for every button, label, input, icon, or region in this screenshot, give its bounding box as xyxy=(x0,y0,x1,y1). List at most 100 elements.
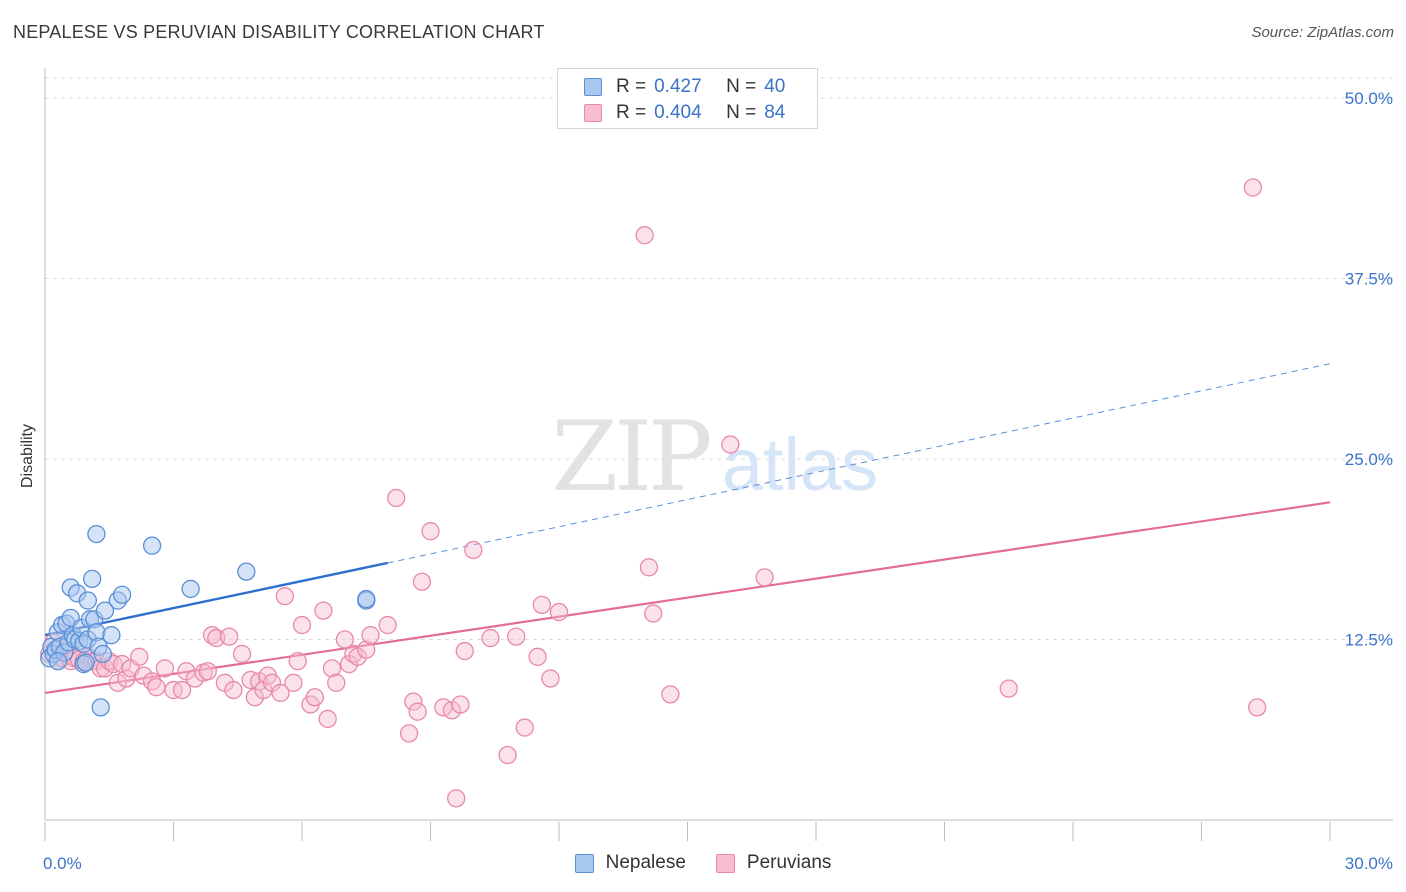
legend-row-nepalese: R = 0.427 N = 40 xyxy=(584,76,785,98)
x-tick-label: 0.0% xyxy=(43,854,82,873)
watermark-zip: ZIP xyxy=(551,401,710,513)
peruvian-point xyxy=(1248,698,1267,717)
nepalese-point xyxy=(87,524,106,544)
grid-layer xyxy=(45,77,1393,640)
nepalese-point xyxy=(142,536,162,555)
points-layer xyxy=(40,178,1267,808)
peruvian-point xyxy=(292,615,312,635)
n-label: N = xyxy=(726,76,757,97)
peruvian-point xyxy=(284,673,303,692)
nepalese-point xyxy=(95,601,115,620)
peruvian-point xyxy=(644,604,663,623)
peruvian-point xyxy=(447,789,466,808)
tick-label-layer: 12.5% 25.0% 37.5% 50.0% 0.0% 30.0% xyxy=(43,89,1393,873)
peruvians-swatch xyxy=(715,853,735,873)
peruvian-point xyxy=(112,654,132,674)
peruvian-point xyxy=(198,662,217,681)
r-label: R = xyxy=(616,76,647,97)
legend-item-peruvians[interactable]: Peruvians xyxy=(715,852,832,874)
peruvian-point xyxy=(220,627,239,646)
nepalese-swatch xyxy=(584,78,602,96)
x-tick-label: 30.0% xyxy=(1345,854,1393,873)
peruvian-point xyxy=(515,718,534,737)
nepalese-point xyxy=(91,698,110,717)
nepalese-point xyxy=(82,569,102,589)
chart-title: NEPALESE VS PERUVIAN DISABILITY CORRELAT… xyxy=(13,22,545,42)
peruvian-point xyxy=(399,724,419,743)
peruvian-point xyxy=(635,226,654,245)
peruvian-point xyxy=(481,628,500,648)
n-value: 84 xyxy=(764,102,786,123)
nepalese-point xyxy=(181,579,200,599)
n-value: 40 xyxy=(764,76,786,97)
peruvian-point xyxy=(327,673,346,692)
peruvian-point xyxy=(507,627,526,646)
peruvian-point xyxy=(421,522,440,541)
peruvian-point xyxy=(721,435,740,454)
legend-label-peruvians: Peruvians xyxy=(746,852,832,873)
legend-row-peruvians: R = 0.404 N = 84 xyxy=(584,102,785,124)
nepalese-point xyxy=(102,626,121,645)
nepalese-point xyxy=(237,562,256,581)
legend-item-nepalese[interactable]: Nepalese xyxy=(574,852,686,874)
peruvian-point xyxy=(532,595,552,614)
correlation-legend: R = 0.427 N = 40 R = 0.404 N = 84 xyxy=(557,68,818,129)
peruvian-point xyxy=(232,644,252,664)
legend-label-nepalese: Nepalese xyxy=(605,852,686,873)
peruvian-point xyxy=(361,626,380,645)
axis-layer xyxy=(44,68,1393,841)
r-label: R = xyxy=(616,102,647,123)
nepalese-point xyxy=(357,589,376,609)
peruvian-point xyxy=(130,647,149,666)
y-tick-label: 37.5% xyxy=(1345,270,1393,289)
r-value: 0.427 xyxy=(654,76,702,97)
peruvians-trend-line xyxy=(44,501,1331,695)
nepalese-swatch xyxy=(574,853,594,873)
nepalese-point xyxy=(48,652,67,671)
peruvian-point xyxy=(755,568,774,587)
peruvian-point xyxy=(541,669,560,688)
nepalese-point xyxy=(78,591,97,610)
peruvian-point xyxy=(408,702,427,721)
peruvian-point xyxy=(288,652,307,671)
peruvian-point xyxy=(172,680,192,700)
peruvian-point xyxy=(357,640,376,659)
series-legend: Nepalese Peruvians xyxy=(0,852,1406,874)
r-value: 0.404 xyxy=(654,102,702,123)
peruvian-point xyxy=(639,558,659,577)
peruvian-point xyxy=(404,692,423,711)
y-tick-label: 50.0% xyxy=(1345,89,1393,108)
peruvian-point xyxy=(528,647,547,666)
y-tick-label: 12.5% xyxy=(1345,631,1393,650)
peruvian-point xyxy=(451,695,470,714)
peruvian-point xyxy=(271,683,290,703)
peruvian-point xyxy=(108,673,127,692)
nepalese-point xyxy=(112,585,132,604)
peruvian-point xyxy=(305,688,325,707)
peruvian-point xyxy=(1243,178,1263,197)
watermark: ZIP atlas xyxy=(551,401,878,513)
peruvian-point xyxy=(464,540,483,560)
peruvian-point xyxy=(549,602,569,622)
peruvian-point xyxy=(412,572,432,591)
nepalese-point xyxy=(93,644,112,664)
peruvians-swatch xyxy=(584,104,602,122)
peruvian-point xyxy=(147,678,166,697)
peruvian-point xyxy=(999,679,1018,698)
peruvian-point xyxy=(335,630,354,649)
nepalese-point xyxy=(76,653,95,672)
peruvian-point xyxy=(155,659,175,678)
n-label: N = xyxy=(726,102,757,123)
peruvian-point xyxy=(455,641,474,661)
peruvian-point xyxy=(322,659,342,678)
peruvian-point xyxy=(275,587,295,606)
peruvian-point xyxy=(314,601,333,620)
peruvian-point xyxy=(661,685,680,704)
source-credit: Source: ZipAtlas.com xyxy=(1251,24,1394,41)
peruvian-point xyxy=(387,488,406,508)
peruvian-point xyxy=(498,745,517,765)
peruvian-point xyxy=(224,680,243,700)
y-tick-label: 25.0% xyxy=(1345,450,1393,469)
peruvian-point xyxy=(318,709,337,729)
